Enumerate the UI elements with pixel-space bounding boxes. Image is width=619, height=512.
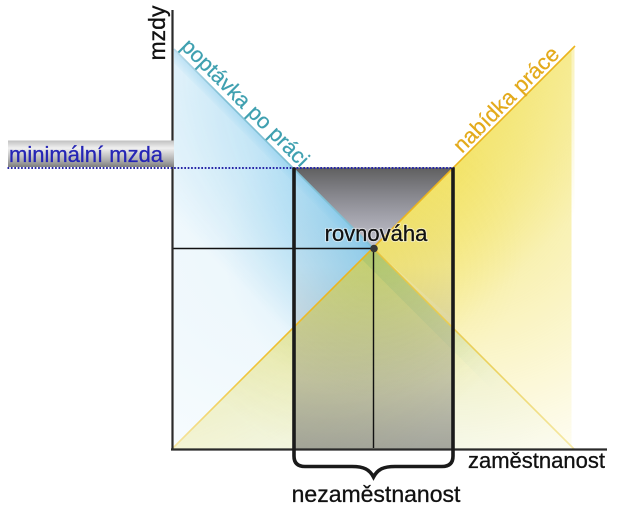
svg-text:rovnováha: rovnováha (325, 221, 429, 246)
svg-text:mzdy: mzdy (144, 5, 170, 60)
svg-text:zaměstnanost: zaměstnanost (468, 448, 605, 473)
svg-text:rovnováha: rovnováha (325, 221, 429, 246)
svg-text:minimální mzda: minimální mzda (9, 142, 164, 167)
svg-text:nezaměstnanost: nezaměstnanost (292, 481, 461, 507)
